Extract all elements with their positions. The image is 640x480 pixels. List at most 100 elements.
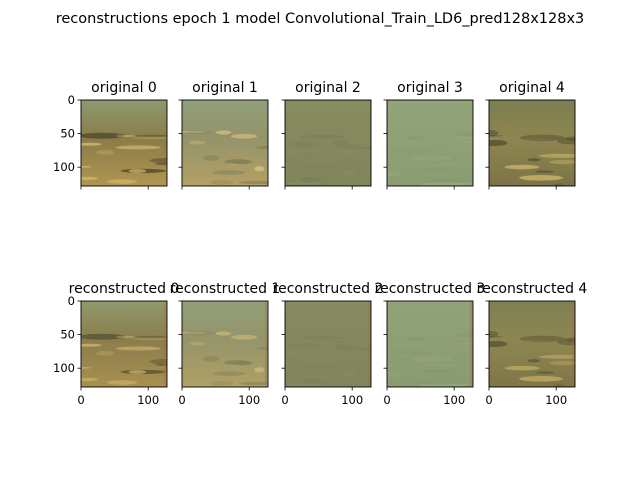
panel-image <box>285 301 371 387</box>
x-tick-label: 0 <box>485 393 492 407</box>
texture-streak <box>406 337 424 341</box>
axes-frame <box>181 300 269 388</box>
texture-streak <box>564 337 575 342</box>
artifact-stripe <box>265 301 267 387</box>
panel-4: original 4 <box>485 80 576 190</box>
panel-title: original 3 <box>397 80 463 96</box>
texture-streak <box>81 142 102 146</box>
texture-streak <box>448 147 473 150</box>
texture-streak <box>387 170 402 177</box>
texture-streak <box>549 360 575 366</box>
texture-streak <box>335 144 361 150</box>
panel-title: reconstructed 4 <box>477 281 588 297</box>
panel-title: original 4 <box>499 80 565 96</box>
panel-grid: original 0 0 50 100 original 1 original 2 orig… <box>53 80 588 407</box>
texture-streak <box>131 137 167 140</box>
texture-streak <box>301 177 322 183</box>
texture-streak <box>489 129 499 137</box>
texture-streak <box>387 371 402 378</box>
texture-streak <box>115 145 161 150</box>
texture-streak <box>128 370 147 374</box>
texture-streak <box>457 342 473 344</box>
texture-streak <box>296 366 339 369</box>
image-base <box>387 301 473 387</box>
y-tick-label: 50 <box>60 328 75 342</box>
texture-streak <box>553 183 565 186</box>
panel-image <box>182 100 268 186</box>
texture-streak <box>255 146 268 149</box>
panel-image <box>387 301 473 387</box>
texture-streak <box>149 358 167 365</box>
texture-streak <box>128 169 147 173</box>
y-tick-label: 50 <box>60 127 75 141</box>
texture-streak <box>535 371 555 374</box>
texture-streak <box>95 149 115 155</box>
y-tick-label: 100 <box>53 160 75 174</box>
texture-streak <box>393 351 429 354</box>
image-base <box>285 100 371 186</box>
panel-image <box>81 100 167 186</box>
texture-streak <box>489 139 508 147</box>
texture-streak <box>184 130 216 135</box>
y-tick-label: 0 <box>68 294 75 308</box>
texture-streak <box>289 141 319 149</box>
texture-streak <box>358 146 371 150</box>
panel-image <box>81 301 167 387</box>
texture-streak <box>285 149 325 156</box>
texture-streak <box>254 367 265 373</box>
texture-streak <box>420 168 456 172</box>
texture-streak <box>287 182 328 185</box>
texture-streak <box>230 133 258 139</box>
texture-streak <box>115 134 136 138</box>
texture-streak <box>335 345 361 351</box>
texture-streak <box>338 355 358 359</box>
texture-streak <box>212 371 246 376</box>
axes-frame <box>284 99 372 187</box>
panel-1: original 1 <box>178 80 269 190</box>
texture-streak <box>489 335 504 338</box>
texture-streak <box>182 332 208 334</box>
texture-streak <box>287 383 328 386</box>
texture-streak <box>299 335 346 340</box>
texture-streak <box>457 141 473 143</box>
texture-streak <box>456 333 473 339</box>
texture-streak <box>448 348 473 351</box>
texture-streak <box>230 334 258 340</box>
texture-streak <box>412 356 453 362</box>
panel-3: original 3 <box>383 80 474 190</box>
panel-title: reconstructed 1 <box>170 281 281 297</box>
texture-streak <box>154 363 167 367</box>
texture-streak <box>210 180 234 185</box>
texture-streak <box>393 150 429 153</box>
texture-streak <box>342 170 358 176</box>
x-tick-label: 100 <box>443 393 465 407</box>
artifact-stripe <box>572 301 574 387</box>
texture-streak <box>184 331 216 336</box>
texture-streak <box>134 134 167 137</box>
texture-streak <box>189 341 206 346</box>
panel-0: original 0 0 50 100 <box>53 80 168 190</box>
image-base <box>285 301 371 387</box>
texture-streak <box>81 165 92 168</box>
texture-streak <box>522 339 550 342</box>
panel-title: reconstructed 2 <box>273 281 384 297</box>
panel-2: original 2 <box>281 80 372 190</box>
texture-streak <box>81 176 99 181</box>
texture-streak <box>452 136 473 139</box>
texture-streak <box>406 136 424 140</box>
texture-streak <box>115 335 136 339</box>
texture-streak <box>215 130 232 135</box>
artifact-stripe <box>164 301 166 387</box>
axes-frame <box>80 99 168 187</box>
texture-streak <box>420 369 456 373</box>
panel-image <box>489 301 575 387</box>
texture-streak <box>538 153 575 158</box>
x-tick-label: 0 <box>383 393 390 407</box>
panel-title: original 1 <box>192 80 258 96</box>
artifact-stripe <box>368 301 370 387</box>
panel-image <box>489 100 575 186</box>
texture-streak <box>212 170 246 175</box>
y-tick-label: 0 <box>68 93 75 107</box>
texture-streak <box>489 330 499 338</box>
